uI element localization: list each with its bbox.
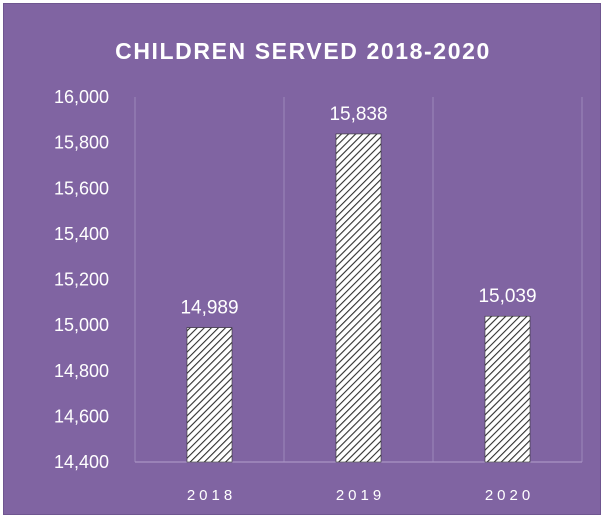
y-tick-label: 16,000 — [54, 87, 109, 107]
chart-frame: CHILDREN SERVED 2018-2020 14,400 14,600 14… — [3, 3, 601, 515]
bar-2020 — [484, 315, 531, 463]
data-label-2020: 15,039 — [478, 286, 536, 307]
bar-2018 — [186, 327, 233, 463]
x-axis-category-labels: 2018 2019 2020 — [187, 487, 534, 504]
category-label-2018: 2018 — [187, 487, 236, 504]
bar-2019 — [335, 133, 382, 463]
y-tick-label: 14,800 — [54, 361, 109, 381]
data-label-2019: 15,838 — [329, 104, 387, 125]
y-tick-label: 15,800 — [54, 133, 109, 153]
bars-layer — [186, 133, 531, 463]
data-label-2018: 14,989 — [180, 298, 238, 319]
y-axis-tick-labels: 14,400 14,600 14,800 15,000 15,200 15,400 15,6… — [54, 87, 109, 472]
category-label-2019: 2019 — [336, 487, 385, 504]
chart-title: CHILDREN SERVED 2018-2020 — [115, 38, 491, 64]
y-tick-label: 15,400 — [54, 224, 109, 244]
category-label-2020: 2020 — [485, 487, 534, 504]
y-tick-label: 15,200 — [54, 270, 109, 290]
bar-chart: CHILDREN SERVED 2018-2020 14,40014,60014… — [54, 38, 583, 504]
y-tick-label: 15,600 — [54, 178, 109, 198]
data-labels-layer: 14,989 15,838 15,039 — [180, 104, 536, 319]
y-tick-label: 14,600 — [54, 406, 109, 426]
y-tick-label: 14,400 — [54, 452, 109, 472]
y-tick-label: 15,000 — [54, 315, 109, 335]
